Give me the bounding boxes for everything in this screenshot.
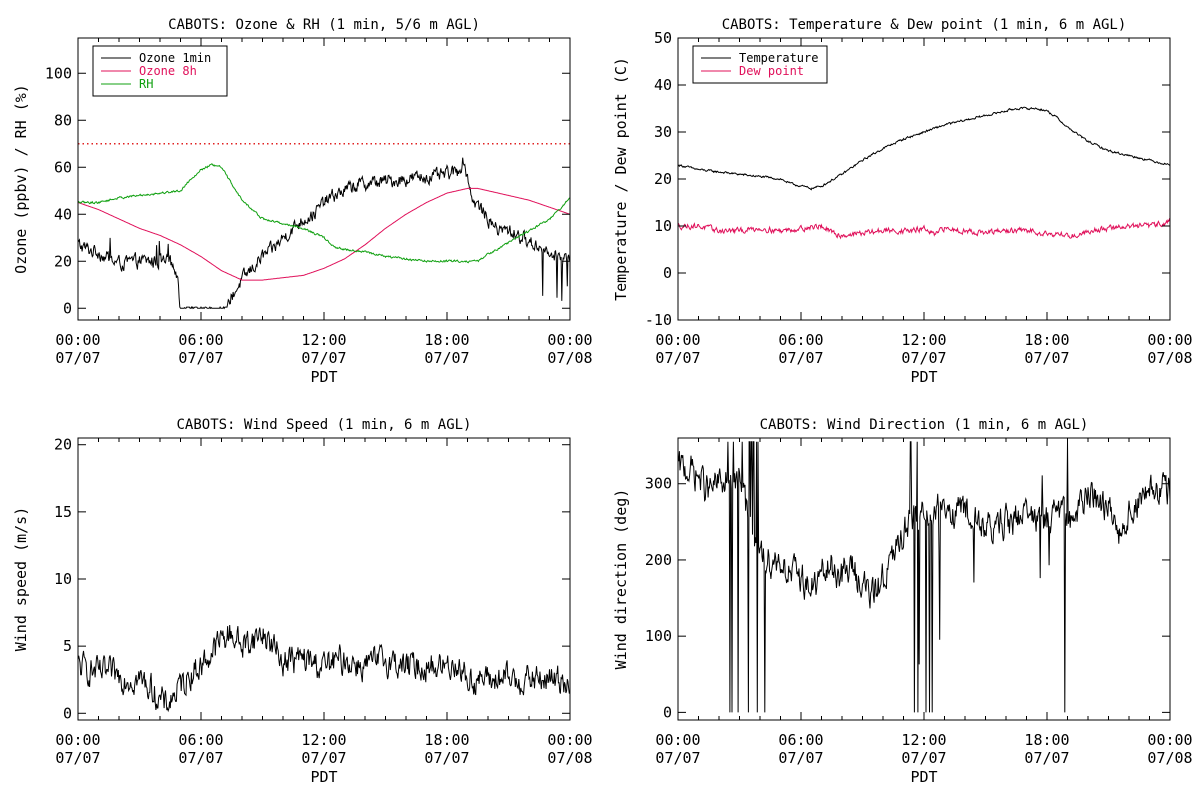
x-tick-label: 00:00 (655, 731, 700, 749)
y-tick-label: 0 (63, 299, 72, 317)
x-tick-label: 12:00 (301, 331, 346, 349)
x-axis-label: PDT (310, 368, 337, 386)
x-tick-date: 07/07 (424, 349, 469, 367)
x-tick-date: 07/07 (1024, 349, 1069, 367)
chart-title: CABOTS: Ozone & RH (1 min, 5/6 m AGL) (168, 17, 480, 33)
y-tick-label: 40 (654, 76, 672, 94)
x-tick-label: 00:00 (547, 731, 592, 749)
x-tick-date: 07/07 (901, 349, 946, 367)
y-tick-label: 5 (63, 637, 72, 655)
legend-box (692, 45, 828, 84)
x-tick-label: 06:00 (778, 331, 823, 349)
y-tick-label: 20 (654, 170, 672, 188)
x-tick-label: 12:00 (901, 731, 946, 749)
y-tick-label: 10 (54, 570, 72, 588)
x-tick-label: 12:00 (301, 731, 346, 749)
y-tick-label: 0 (63, 704, 72, 722)
chart-title: CABOTS: Wind Speed (1 min, 6 m AGL) (176, 417, 471, 433)
series-line-1 (78, 157, 570, 310)
series-line-1 (678, 441, 1170, 713)
legend-label: RH (139, 77, 153, 91)
x-tick-date: 07/08 (547, 349, 592, 367)
y-tick-label: 60 (54, 158, 72, 176)
x-tick-label: 00:00 (655, 331, 700, 349)
x-tick-date: 07/08 (1147, 749, 1192, 767)
x-tick-label: 18:00 (1024, 331, 1069, 349)
x-tick-label: 00:00 (547, 331, 592, 349)
y-tick-label: 200 (645, 551, 672, 569)
chart-panel-3: CABOTS: Wind Speed (1 min, 6 m AGL) 00:00… (12, 417, 593, 786)
y-tick-label: 20 (54, 436, 72, 454)
y-axis-label: Temperature / Dew point (C) (612, 57, 630, 301)
x-axis-label: PDT (910, 768, 937, 786)
legend-label: Dew point (739, 64, 804, 78)
x-tick-date: 07/07 (55, 349, 100, 367)
x-tick-label: 00:00 (55, 731, 100, 749)
x-tick-label: 06:00 (178, 331, 223, 349)
series-line-2 (678, 217, 1170, 240)
x-tick-date: 07/07 (301, 749, 346, 767)
x-tick-label: 06:00 (178, 731, 223, 749)
y-tick-label: 20 (54, 252, 72, 270)
chart-panel-4: CABOTS: Wind Direction (1 min, 6 m AGL) 0… (612, 417, 1193, 786)
x-tick-label: 06:00 (778, 731, 823, 749)
x-tick-date: 07/07 (655, 749, 700, 767)
x-tick-label: 18:00 (1024, 731, 1069, 749)
legend-label: Ozone 1min (139, 51, 211, 65)
chart-title: CABOTS: Temperature & Dew point (1 min, … (722, 17, 1127, 33)
y-axis-label: Wind direction (deg) (612, 489, 630, 670)
x-tick-date: 07/07 (778, 349, 823, 367)
series-line-2 (78, 187, 570, 281)
y-tick-label: 10 (654, 217, 672, 235)
x-tick-date: 07/07 (1024, 749, 1069, 767)
y-axis-label: Wind speed (m/s) (12, 507, 30, 652)
y-tick-label: 40 (54, 205, 72, 223)
series-line-1 (678, 106, 1170, 191)
x-tick-date: 07/07 (178, 749, 223, 767)
y-tick-label: 15 (54, 503, 72, 521)
x-tick-label: 00:00 (55, 331, 100, 349)
legend-label: Temperature (739, 51, 818, 65)
series-line-1 (78, 624, 570, 713)
x-tick-date: 07/07 (301, 349, 346, 367)
chart-title: CABOTS: Wind Direction (1 min, 6 m AGL) (760, 417, 1089, 433)
chart-panel-1: CABOTS: Ozone & RH (1 min, 5/6 m AGL) 00:… (12, 17, 593, 386)
y-tick-label: -10 (645, 311, 672, 329)
x-tick-date: 07/08 (547, 749, 592, 767)
y-tick-label: 30 (654, 123, 672, 141)
x-tick-date: 07/07 (655, 349, 700, 367)
y-tick-label: 0 (663, 703, 672, 721)
y-tick-label: 300 (645, 475, 672, 493)
y-tick-label: 0 (663, 264, 672, 282)
x-tick-label: 00:00 (1147, 331, 1192, 349)
x-tick-date: 07/07 (178, 349, 223, 367)
y-tick-label: 50 (654, 29, 672, 47)
x-axis-label: PDT (310, 768, 337, 786)
x-tick-date: 07/07 (424, 749, 469, 767)
x-tick-label: 12:00 (901, 331, 946, 349)
y-tick-label: 100 (645, 627, 672, 645)
x-axis-label: PDT (910, 368, 937, 386)
legend-label: Ozone 8h (139, 64, 197, 78)
y-tick-label: 100 (45, 64, 72, 82)
x-tick-date: 07/07 (55, 749, 100, 767)
series-line-3 (78, 163, 570, 264)
y-tick-label: 80 (54, 111, 72, 129)
y-axis-label: Ozone (ppbv) / RH (%) (12, 84, 30, 274)
chart-panel-2: CABOTS: Temperature & Dew point (1 min, … (612, 17, 1193, 386)
x-tick-date: 07/07 (901, 749, 946, 767)
x-tick-label: 00:00 (1147, 731, 1192, 749)
x-tick-date: 07/08 (1147, 349, 1192, 367)
x-tick-label: 18:00 (424, 331, 469, 349)
x-tick-label: 18:00 (424, 731, 469, 749)
x-tick-date: 07/07 (778, 749, 823, 767)
